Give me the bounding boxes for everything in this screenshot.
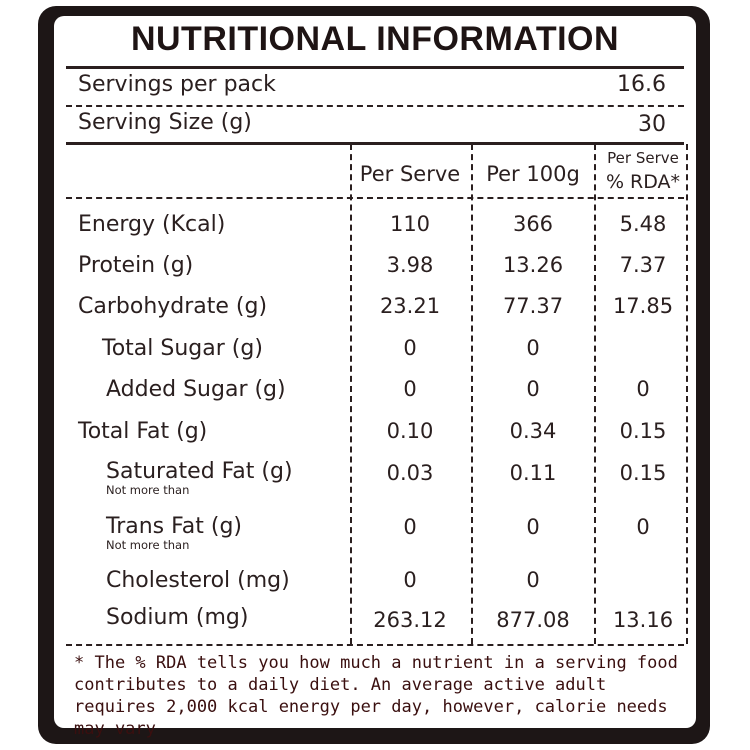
protein-per-serve: 3.98 (386, 253, 434, 277)
sodium-per-serve: 263.12 (373, 608, 447, 632)
total-fat-rda: 0.15 (619, 419, 667, 443)
cholesterol-per-100g: 0 (526, 568, 540, 592)
rda-footnote: * The % RDA tells you how much a nutrien… (74, 653, 678, 739)
saturated-fat-note: Not more than (106, 483, 190, 497)
column-divider-4 (686, 144, 688, 644)
row-label-sodium: Sodium (mg) (106, 605, 249, 630)
header-per-serve: Per Serve (359, 162, 461, 186)
row-label-cholesterol: Cholesterol (mg) (106, 568, 290, 593)
added-sugar-rda: 0 (636, 377, 650, 401)
row-label-saturated-fat: Saturated Fat (g) (106, 459, 293, 484)
protein-rda: 7.37 (619, 253, 667, 277)
servings-label: Servings per pack (78, 72, 276, 97)
trans-fat-note: Not more than (106, 538, 190, 552)
column-divider-1 (350, 144, 352, 644)
header-top-rule (66, 142, 684, 145)
row-label-total-fat: Total Fat (g) (78, 419, 208, 444)
header-rda-top: Per Serve (607, 149, 679, 167)
saturated-fat-rda: 0.15 (619, 461, 667, 485)
table-bottom-rule (66, 644, 684, 646)
trans-fat-per-100g: 0 (526, 515, 540, 539)
header-bottom-rule (66, 197, 684, 199)
cholesterol-per-serve: 0 (403, 568, 417, 592)
total-sugar-per-100g: 0 (526, 336, 540, 360)
serving-size-value: 30 (638, 112, 666, 137)
row-label-added-sugar: Added Sugar (g) (106, 377, 286, 402)
row-label-total-sugar: Total Sugar (g) (102, 336, 263, 361)
energy-per-100g: 366 (512, 212, 554, 236)
protein-per-100g: 13.26 (502, 253, 564, 277)
header-per-100g: Per 100g (486, 162, 580, 186)
total-sugar-per-serve: 0 (403, 336, 417, 360)
saturated-fat-per-serve: 0.03 (386, 461, 434, 485)
nutrition-panel: NUTRITIONAL INFORMATION Servings per pac… (54, 16, 696, 739)
energy-rda: 5.48 (619, 212, 667, 236)
row-label-trans-fat: Trans Fat (g) (106, 514, 242, 539)
row-label-protein: Protein (g) (78, 253, 194, 278)
total-fat-per-100g: 0.34 (509, 419, 557, 443)
title-rule (66, 66, 684, 69)
header-rda-bottom: % RDA* (605, 171, 681, 193)
sodium-rda: 13.16 (612, 608, 674, 632)
saturated-fat-per-100g: 0.11 (509, 461, 557, 485)
sodium-per-100g: 877.08 (496, 608, 570, 632)
serving-size-label: Serving Size (g) (78, 110, 252, 135)
total-fat-per-serve: 0.10 (386, 419, 434, 443)
carbohydrate-rda: 17.85 (612, 294, 674, 318)
added-sugar-per-100g: 0 (526, 377, 540, 401)
column-divider-2 (471, 144, 473, 644)
carbohydrate-per-100g: 77.37 (502, 294, 564, 318)
row-label-energy: Energy (Kcal) (78, 212, 226, 237)
trans-fat-rda: 0 (636, 515, 650, 539)
carbohydrate-per-serve: 23.21 (379, 294, 441, 318)
column-divider-3 (594, 144, 596, 644)
servings-divider (66, 105, 684, 107)
servings-value: 16.6 (617, 72, 666, 97)
energy-per-serve: 110 (389, 212, 431, 236)
added-sugar-per-serve: 0 (403, 377, 417, 401)
trans-fat-per-serve: 0 (403, 515, 417, 539)
panel-title: NUTRITIONAL INFORMATION (130, 20, 620, 58)
row-label-carbohydrate: Carbohydrate (g) (78, 294, 268, 319)
